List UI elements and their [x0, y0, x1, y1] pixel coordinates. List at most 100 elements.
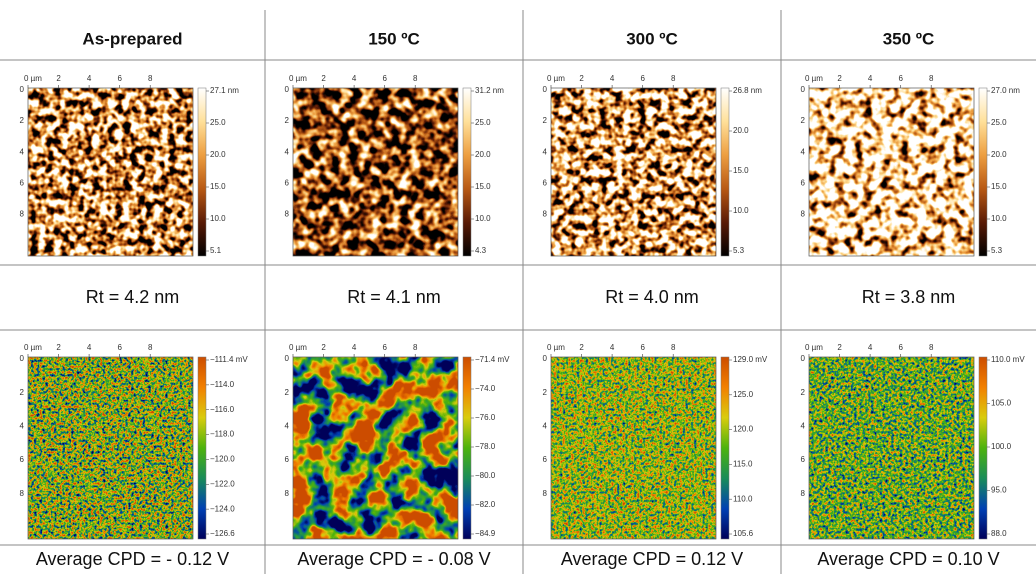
x-axis-label: 6 — [898, 343, 903, 352]
colorbar-label: 4.3 — [475, 246, 487, 255]
colorbar-label: 115.0 — [733, 460, 753, 469]
y-axis-label: 4 — [801, 422, 806, 431]
y-axis-label: 0 — [543, 354, 548, 363]
y-axis-label: 0 — [801, 354, 806, 363]
y-axis-label: 8 — [20, 210, 25, 219]
colorbar-label: −74.0 — [475, 384, 496, 393]
colorbar — [462, 356, 472, 540]
colorbar-label: 25.0 — [210, 118, 226, 127]
colorbar — [978, 356, 988, 540]
cpd-image — [28, 357, 193, 539]
colorbar-label: 5.1 — [210, 246, 222, 255]
topography-image — [293, 88, 458, 256]
colorbar-label: 120.0 — [733, 425, 754, 434]
x-axis-label: 2 — [837, 74, 842, 83]
topography-image — [28, 88, 193, 256]
x-axis-label: 0 µm — [805, 343, 823, 352]
x-axis-label: 8 — [413, 343, 418, 352]
x-axis-label: 2 — [579, 74, 584, 83]
cpd-image — [293, 357, 458, 539]
colorbar-label: 25.0 — [475, 118, 491, 127]
y-axis-label: 0 — [543, 85, 548, 94]
image-frame — [550, 356, 717, 540]
colorbar-label: −84.9 — [475, 529, 496, 538]
colorbar-label: −76.0 — [475, 413, 496, 422]
x-axis-label: 2 — [579, 343, 584, 352]
x-axis-label: 4 — [868, 343, 873, 352]
y-axis-label: 6 — [20, 178, 25, 187]
y-axis-label: 6 — [543, 178, 548, 187]
colorbar-label: 5.3 — [733, 246, 745, 255]
colorbar-label: −114.0 — [210, 380, 235, 389]
cpd-label: Average CPD = - 0.12 V — [36, 549, 229, 569]
y-axis-label: 8 — [285, 489, 290, 498]
colorbar-label: −78.0 — [475, 442, 496, 451]
colorbar-label: 88.0 — [991, 529, 1007, 538]
y-axis-label: 2 — [543, 116, 548, 125]
y-axis-label: 8 — [543, 489, 548, 498]
x-axis-label: 8 — [148, 74, 153, 83]
colorbar-label: 110.0 mV — [991, 355, 1025, 364]
x-axis-label: 8 — [413, 74, 418, 83]
image-frame — [292, 356, 459, 540]
x-axis-label: 4 — [352, 343, 357, 352]
image-frame — [550, 87, 717, 257]
colorbar-label: 100.0 — [991, 442, 1012, 451]
x-axis-label: 8 — [671, 343, 676, 352]
colorbar-label: −116.0 — [210, 405, 235, 414]
roughness-label: Rt = 4.0 nm — [605, 287, 699, 307]
y-axis-label: 4 — [285, 147, 290, 156]
y-axis-label: 2 — [285, 116, 290, 125]
column-header: As-prepared — [82, 29, 182, 48]
x-axis-label: 0 µm — [805, 74, 823, 83]
y-axis-label: 2 — [20, 116, 25, 125]
colorbar-label: 129.0 mV — [733, 355, 768, 364]
y-axis-label: 6 — [285, 178, 290, 187]
colorbar-label: 25.0 — [991, 118, 1007, 127]
x-axis-label: 2 — [56, 74, 61, 83]
column-header: 350 ºC — [883, 29, 935, 48]
colorbar — [720, 356, 730, 540]
colorbar-label: −124.0 — [210, 504, 235, 513]
image-frame — [292, 87, 459, 257]
colorbar — [197, 356, 207, 540]
y-axis-label: 8 — [543, 210, 548, 219]
y-axis-label: 8 — [801, 210, 806, 219]
y-axis-label: 0 — [20, 354, 25, 363]
cpd-label: Average CPD = 0.12 V — [561, 549, 743, 569]
colorbar-label: −82.0 — [475, 500, 496, 509]
x-axis-label: 6 — [640, 343, 645, 352]
x-axis-label: 0 µm — [289, 74, 307, 83]
cpd-image — [809, 357, 974, 539]
colorbar-label: 10.0 — [991, 214, 1007, 223]
colorbar — [197, 87, 207, 257]
x-axis-label: 2 — [837, 343, 842, 352]
colorbar-label: 15.0 — [991, 182, 1007, 191]
colorbar-label: 125.0 — [733, 390, 754, 399]
colorbar-label: 20.0 — [733, 126, 749, 135]
colorbar-label: −111.4 mV — [210, 355, 248, 364]
y-axis-label: 4 — [20, 147, 25, 156]
x-axis-label: 0 µm — [547, 343, 565, 352]
colorbar-label: −71.4 mV — [475, 355, 510, 364]
y-axis-label: 0 — [801, 85, 806, 94]
x-axis-label: 0 µm — [24, 74, 42, 83]
colorbar-label: 10.0 — [210, 214, 226, 223]
y-axis-label: 4 — [543, 147, 548, 156]
x-axis-label: 6 — [117, 343, 122, 352]
x-axis-label: 4 — [868, 74, 873, 83]
image-frame — [27, 356, 194, 540]
x-axis-label: 6 — [382, 343, 387, 352]
colorbar-label: 5.3 — [991, 246, 1003, 255]
x-axis-label: 4 — [87, 343, 92, 352]
colorbar-label: 110.0 — [733, 494, 753, 503]
y-axis-label: 8 — [801, 489, 806, 498]
column-header: 300 ºC — [626, 29, 678, 48]
x-axis-label: 6 — [117, 74, 122, 83]
colorbar-label: 15.0 — [475, 182, 491, 191]
x-axis-label: 8 — [148, 343, 153, 352]
y-axis-label: 4 — [543, 422, 548, 431]
x-axis-label: 4 — [610, 343, 615, 352]
x-axis-label: 4 — [610, 74, 615, 83]
colorbar-label: 20.0 — [475, 150, 491, 159]
